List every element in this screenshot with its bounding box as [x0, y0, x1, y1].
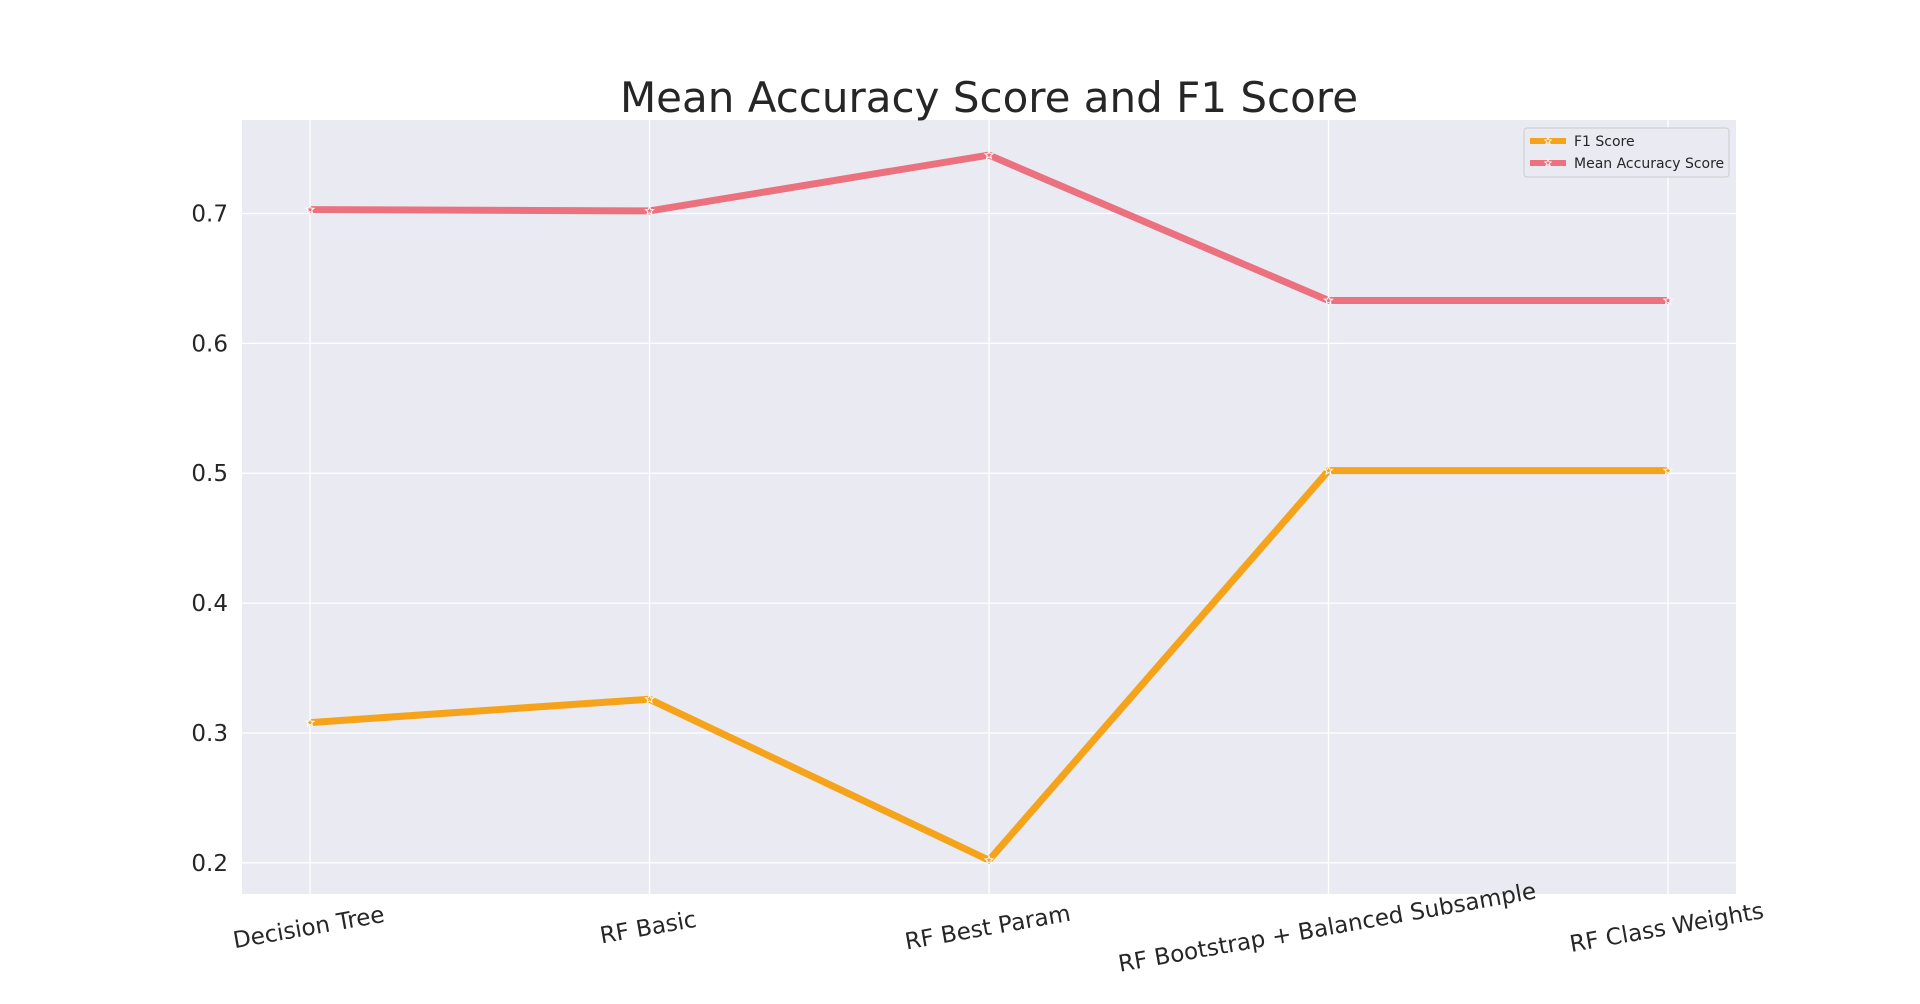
series-1 — [304, 149, 1674, 306]
data-point-marker — [983, 854, 995, 865]
data-point-marker — [1662, 465, 1674, 476]
x-tick-label: RF Basic — [598, 907, 698, 950]
data-point-marker — [1662, 294, 1674, 306]
data-point-marker — [1323, 465, 1334, 476]
legend: F1 Score Mean Accuracy Score — [1523, 127, 1730, 178]
legend-label: Mean Accuracy Score — [1574, 156, 1724, 172]
y-tick-label: 0.5 — [191, 461, 228, 487]
legend-box — [1523, 127, 1730, 178]
x-tick-label: RF Class Weights — [1568, 898, 1766, 958]
legend-marker — [1543, 136, 1553, 145]
data-point-marker — [644, 693, 655, 704]
data-point-marker — [304, 716, 316, 728]
y-tick-label: 0.6 — [191, 331, 228, 357]
grid — [242, 120, 1736, 894]
data-point-marker — [304, 204, 316, 215]
x-tick-label: Decision Tree — [231, 902, 386, 954]
legend-marker — [1543, 158, 1553, 167]
series-lines — [304, 149, 1674, 865]
series-0 — [304, 465, 1674, 865]
chart-title: Mean Accuracy Score and F1 Score — [620, 73, 1358, 122]
data-point-marker — [983, 149, 995, 160]
data-point-marker — [1323, 294, 1334, 306]
legend-label: F1 Score — [1574, 134, 1635, 150]
y-tick-label: 0.3 — [191, 721, 228, 747]
y-tick-label: 0.4 — [191, 591, 228, 617]
y-tick-label: 0.2 — [191, 851, 228, 877]
x-tick-label: RF Best Param — [903, 901, 1073, 956]
y-axis-ticks: 0.2 0.3 0.4 0.5 0.6 0.7 — [191, 202, 228, 877]
data-point-marker — [644, 205, 655, 216]
y-tick-label: 0.7 — [191, 202, 228, 228]
